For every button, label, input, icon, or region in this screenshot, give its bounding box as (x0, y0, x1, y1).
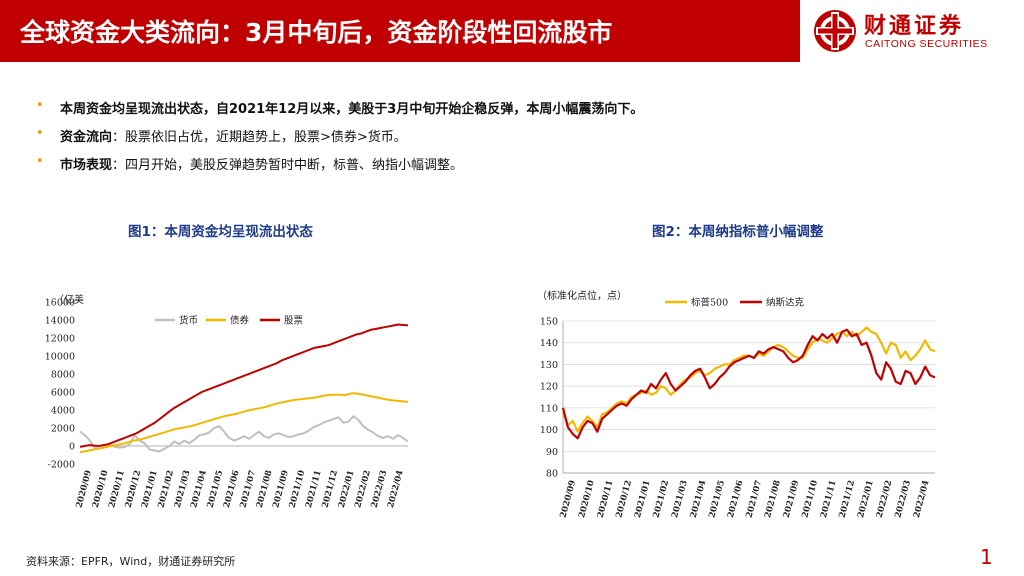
logo-en-text: CAITONG SECURITIES (865, 38, 988, 50)
x-tick-label: 2022/04 (912, 479, 932, 519)
x-tick-label: 2020/11 (596, 479, 616, 519)
y-tick-label: 80 (546, 469, 558, 480)
legend-label: 货币 (179, 315, 198, 327)
legend-label: 标普500 (691, 297, 728, 309)
bullet-dot-icon: • (36, 126, 44, 141)
bullet-item: • 本周资金均呈现流出状态，自2021年12月以来，美股于3月中旬开始企稳反弹，… (36, 96, 996, 124)
bullet-item: • 市场表现：四月开始，美股反弹趋势暂时中断，标普、纳指小幅调整。 (36, 152, 996, 180)
y-tick-label: 0 (69, 442, 75, 453)
y-tick-label: 130 (540, 360, 558, 371)
page-title: 全球资金大类流向：3月中旬后，资金阶段性回流股市 (20, 18, 613, 47)
series-line-0 (561, 326, 936, 433)
y-tick-label: 8000 (51, 370, 75, 381)
legend-label: 纳斯达克 (766, 297, 805, 309)
x-tick-label: 2022/01 (856, 479, 876, 519)
bullet-strong: 资金流向 (60, 130, 113, 145)
x-tick-label: 2021/01 (633, 479, 653, 519)
x-tick-label: 2022/04 (386, 469, 406, 509)
unit-label: （标准化点位，点） (537, 289, 627, 302)
bullet-dot-icon: • (36, 154, 44, 169)
x-tick-label: 2022/02 (875, 479, 895, 519)
series-line-2 (79, 323, 409, 448)
y-tick-label: 10000 (45, 352, 75, 363)
legend-label: 股票 (284, 316, 304, 327)
y-tick-label: 16000 (45, 298, 75, 309)
x-tick-label: 2021/07 (745, 479, 765, 519)
y-tick-label: -2000 (48, 460, 75, 471)
bullet-strong: 本周资金均呈现流出状态，自2021年12月以来，美股于3月中旬开始企稳反弹，本周… (60, 102, 644, 117)
y-tick-label: 2000 (51, 424, 75, 435)
y-tick-label: 120 (540, 382, 558, 393)
x-tick-label: 2021/12 (838, 479, 858, 519)
y-tick-label: 14000 (45, 316, 75, 327)
series-line-0 (79, 415, 409, 453)
y-tick-label: 6000 (51, 388, 75, 399)
y-tick-label: 100 (540, 425, 558, 436)
x-tick-label: 2020/12 (614, 479, 634, 519)
chart1-title: 图1：本周资金均呈现流出状态 (128, 224, 313, 240)
x-tick-label: 2022/03 (893, 479, 913, 519)
y-tick-label: 150 (540, 317, 558, 328)
y-tick-label: 90 (546, 447, 558, 458)
bullet-list: • 本周资金均呈现流出状态，自2021年12月以来，美股于3月中旬开始企稳反弹，… (36, 96, 996, 180)
y-tick-label: 12000 (45, 334, 75, 345)
company-logo: 财通证券 CAITONG SECURITIES (812, 6, 1017, 56)
source-note: 资料来源：EPFR，Wind，财通证券研究所 (26, 555, 236, 568)
bullet-strong: 市场表现 (60, 158, 113, 173)
bullet-text: ：股票依旧占优，近期趋势上，股票>债券>货币。 (112, 130, 407, 145)
x-tick-label: 2020/10 (577, 479, 597, 519)
title-bar: 全球资金大类流向：3月中旬后，资金阶段性回流股市 (0, 0, 800, 62)
x-tick-label: 2021/02 (652, 479, 672, 519)
legend-label: 债券 (230, 315, 250, 327)
x-tick-label: 2021/04 (689, 479, 709, 519)
x-tick-label: 2021/05 (707, 479, 727, 519)
bullet-item: • 资金流向：股票依旧占优，近期趋势上，股票>债券>货币。 (36, 124, 996, 152)
header: 全球资金大类流向：3月中旬后，资金阶段性回流股市 财通证券 CAITONG SE… (0, 0, 1024, 62)
x-tick-label: 2021/10 (800, 479, 820, 519)
logo-cn-text: 财通证券 (864, 14, 965, 39)
chart1: （亿美 -2000 0 2000 4000 6000 8000 10000 12000 14000… (45, 293, 409, 509)
series-line-1 (79, 392, 409, 454)
bullet-dot-icon: • (36, 98, 44, 113)
chart2: （标准化点位，点）80901001101201301401502020/0920… (537, 289, 936, 519)
y-tick-label: 140 (540, 338, 558, 349)
y-tick-label: 110 (540, 403, 558, 414)
page-number: 1 (980, 545, 993, 569)
x-tick-label: 2020/09 (559, 479, 579, 519)
chart2-title: 图2：本周纳指标普小幅调整 (652, 224, 824, 240)
unit-label: （亿美 (54, 293, 84, 306)
x-tick-label: 2021/06 (726, 479, 746, 519)
logo-icon (814, 10, 856, 52)
x-tick-label: 2021/11 (819, 479, 839, 519)
series-line-1 (561, 328, 936, 440)
bullet-text: ：四月开始，美股反弹趋势暂时中断，标普、纳指小幅调整。 (112, 158, 464, 173)
x-tick-label: 2021/09 (782, 479, 802, 519)
x-tick-label: 2021/03 (670, 479, 690, 519)
y-tick-label: 4000 (51, 406, 75, 417)
x-tick-label: 2021/08 (763, 479, 783, 519)
